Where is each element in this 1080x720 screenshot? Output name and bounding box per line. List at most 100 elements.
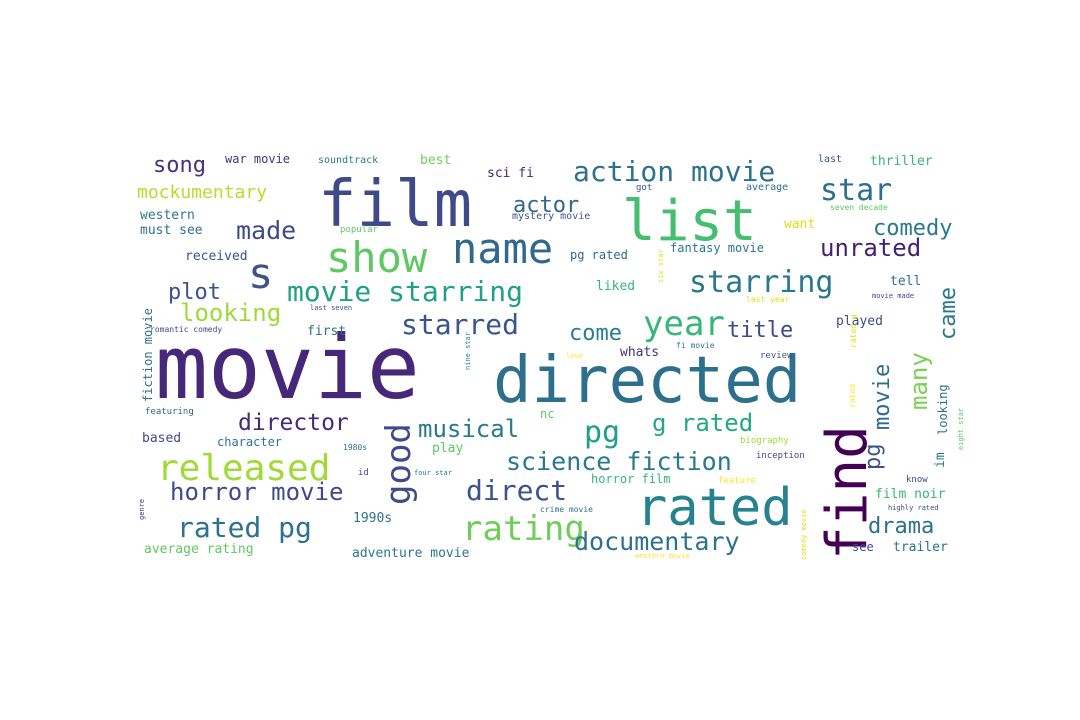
word-western-movie-102: western movie bbox=[635, 552, 690, 560]
word-horror-movie-22: horror movie bbox=[170, 478, 343, 506]
word-directed-1: directed bbox=[493, 344, 801, 418]
word-eight-star-92: eight star bbox=[957, 408, 965, 450]
word-fantasy-movie-58: fantasy movie bbox=[670, 241, 764, 255]
word-comedy-movie-90: comedy movie bbox=[800, 509, 808, 560]
word-western-50: western bbox=[140, 208, 195, 223]
word-feature-88: feature bbox=[718, 476, 756, 486]
word-came-36: came bbox=[936, 287, 961, 340]
word-pg-33: pg bbox=[861, 444, 886, 471]
word-pg-13: pg bbox=[584, 415, 620, 450]
word-play-82: play bbox=[432, 441, 463, 456]
word-drama-37: drama bbox=[868, 514, 934, 539]
word-movie-0: movie bbox=[155, 316, 420, 419]
word-find-5: find bbox=[815, 425, 880, 560]
word-horror-film-85: horror film bbox=[591, 472, 670, 486]
word-looking-76: looking bbox=[936, 384, 950, 435]
word-based-79: based bbox=[142, 431, 181, 446]
word-rated-4: rated bbox=[636, 478, 793, 538]
word-romantic-comedy-68: romantic comedy bbox=[150, 325, 222, 334]
word-musical-24: musical bbox=[418, 415, 519, 443]
word-average-48: average bbox=[746, 182, 788, 193]
word-sci-fi-42: sci fi bbox=[487, 166, 534, 181]
word-looking-28: looking bbox=[180, 299, 281, 327]
word-documentary-21: documentary bbox=[574, 527, 740, 556]
word-name-6: name bbox=[452, 224, 553, 273]
word-featuring-77: featuring bbox=[145, 407, 194, 417]
word-id-86: id bbox=[358, 468, 369, 478]
word-show-7: show bbox=[326, 233, 428, 282]
word-unrated-29: unrated bbox=[820, 234, 921, 262]
word-film-2: film bbox=[318, 168, 472, 242]
word-six-star-62: six star bbox=[657, 249, 665, 283]
word-crime-movie-97: crime movie bbox=[540, 505, 593, 514]
word-liked-61: liked bbox=[596, 279, 635, 294]
word-nine-star-72: nine star bbox=[464, 332, 472, 370]
word-review-74: review bbox=[760, 351, 793, 361]
word-year-12: year bbox=[643, 304, 725, 344]
word-direct-19: direct bbox=[466, 474, 567, 507]
word-last-46: last bbox=[818, 154, 842, 165]
word-inception-84: inception bbox=[756, 451, 805, 461]
word-played-67: played bbox=[836, 314, 883, 329]
word-film-noir-95: film noir bbox=[875, 487, 946, 502]
word-rated-g-71: rated g bbox=[849, 314, 858, 348]
word-comedy-31: comedy bbox=[873, 216, 952, 241]
word-adventure-movie-99: adventure movie bbox=[352, 546, 470, 561]
word-four-star-87: four star bbox=[414, 469, 452, 477]
word-many-30: many bbox=[905, 352, 933, 410]
word-im-75: im bbox=[933, 452, 948, 468]
word-character-80: character bbox=[217, 435, 282, 449]
word-popular-53: popular bbox=[340, 225, 379, 235]
word-average-rating-98: average rating bbox=[144, 542, 254, 557]
word-last-year-63: last year bbox=[746, 295, 790, 304]
word-know-91: know bbox=[906, 475, 928, 485]
word-war-movie-43: war movie bbox=[225, 152, 290, 166]
word-science-fiction-17: science fiction bbox=[506, 447, 732, 476]
word-genre-93: genre bbox=[138, 499, 146, 520]
word-1980s-81: 1980s bbox=[343, 443, 367, 452]
word-movie-32: movie bbox=[870, 364, 895, 430]
word-fiction-movie-60: fiction movie bbox=[141, 308, 155, 402]
word-song-39: song bbox=[153, 153, 206, 178]
word-pg-rated-57: pg rated bbox=[570, 248, 628, 262]
word-received-56: received bbox=[185, 249, 248, 264]
word-mockumentary-41: mockumentary bbox=[137, 182, 267, 203]
word-released-9: released bbox=[157, 448, 330, 489]
word-nc-78: nc bbox=[540, 407, 554, 421]
word-plot-35: plot bbox=[168, 280, 221, 305]
word-see-100: see bbox=[852, 540, 874, 554]
word-starring-14: starring bbox=[689, 265, 834, 300]
word-good-11: good bbox=[379, 423, 419, 505]
word-rating-10: rating bbox=[462, 509, 585, 549]
word-tell-59: tell bbox=[890, 274, 921, 289]
word-must-see-52: must see bbox=[140, 223, 203, 238]
word-biography-83: biography bbox=[740, 436, 789, 446]
word-star-20: star bbox=[820, 173, 892, 208]
word-title-34: title bbox=[727, 318, 793, 343]
word-actor-38: actor bbox=[513, 193, 579, 218]
word-highly-rated-96: highly rated bbox=[888, 504, 939, 512]
word-made-26: made bbox=[236, 216, 296, 245]
word-action-movie-15: action movie bbox=[573, 155, 775, 188]
word-trailer-101: trailer bbox=[893, 540, 948, 555]
word-thriller-47: thriller bbox=[870, 154, 933, 169]
word-soundtrack-44: soundtrack bbox=[318, 155, 378, 166]
word-movie-starring-16: movie starring bbox=[287, 275, 523, 308]
word-1990s-94: 1990s bbox=[353, 511, 392, 526]
word-list-3: list bbox=[622, 189, 757, 254]
word-g-rated-23: g rated bbox=[652, 409, 753, 437]
word-love-73: love bbox=[566, 352, 583, 360]
word-first-66: first bbox=[307, 324, 346, 339]
word-movie-made-64: movie made bbox=[872, 292, 914, 300]
word-director-27: director bbox=[238, 410, 349, 436]
word-whats-69: whats bbox=[620, 345, 659, 360]
word-fi-movie-70: fi movie bbox=[676, 341, 715, 350]
word-seven-decade-55: seven decade bbox=[830, 203, 888, 212]
word-mystery-movie-51: mystery movie bbox=[512, 211, 590, 222]
word-come-40: come bbox=[569, 321, 622, 346]
word-best-45: best bbox=[420, 153, 451, 168]
word-want-54: want bbox=[784, 217, 815, 232]
word-got-49: got bbox=[636, 183, 652, 193]
word-rated-pg-18: rated pg bbox=[177, 511, 312, 544]
